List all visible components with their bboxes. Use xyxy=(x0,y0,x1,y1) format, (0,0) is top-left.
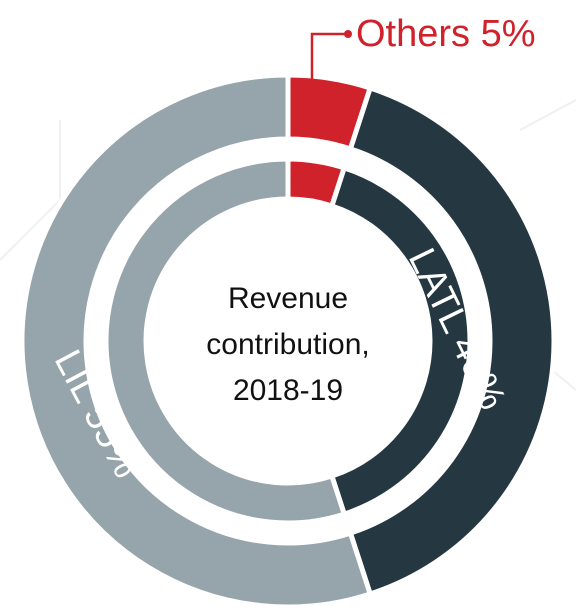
leader-dot xyxy=(344,30,352,38)
rings xyxy=(19,72,557,610)
inner-segment xyxy=(103,156,348,526)
title-line: contribution, xyxy=(206,328,369,361)
outer-segment xyxy=(19,72,374,610)
category-label: Others xyxy=(356,13,470,55)
leader-line xyxy=(310,32,346,80)
center-title: Revenue contribution, 2018-19 xyxy=(206,282,369,407)
label-others: Others 5% xyxy=(356,13,536,55)
outer-segment xyxy=(347,84,557,598)
inner-segment xyxy=(328,164,473,518)
title-line: Revenue xyxy=(228,282,348,315)
title-line: 2018-19 xyxy=(233,374,343,407)
value-label: 5% xyxy=(481,13,536,55)
